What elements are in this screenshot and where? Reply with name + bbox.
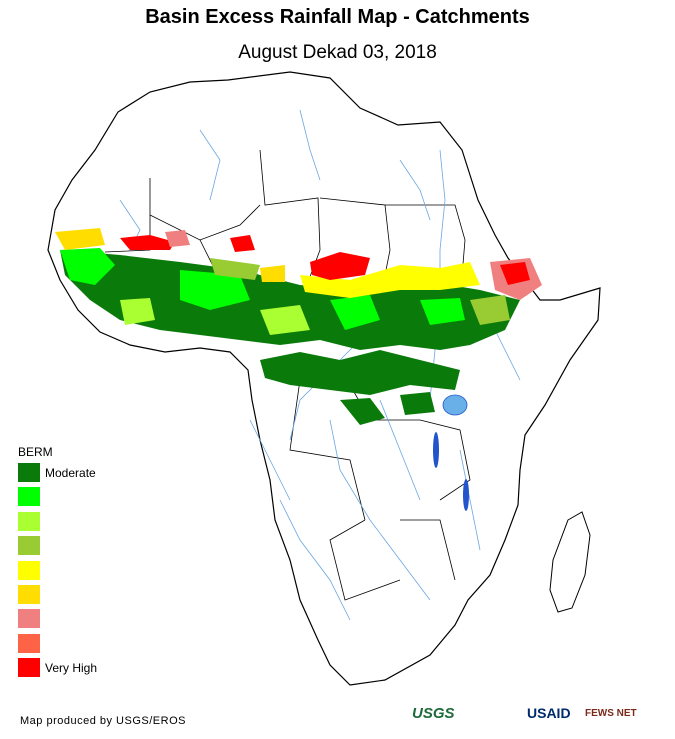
zone-olive xyxy=(470,295,510,325)
fews-net-logo: FEWS NET xyxy=(585,707,637,719)
zone-pink xyxy=(165,230,190,247)
map-credit: Map produced by USGS/EROS xyxy=(20,715,186,727)
legend-label: Moderate xyxy=(45,466,96,480)
legend-swatch xyxy=(18,463,40,482)
map-subtitle: August Dekad 03, 2018 xyxy=(238,42,437,63)
zone-moderate xyxy=(260,350,460,395)
zone-red xyxy=(500,262,530,285)
lake-malawi xyxy=(463,479,469,511)
zone-yellow xyxy=(260,265,285,282)
legend-swatch xyxy=(18,633,40,653)
zone-red xyxy=(310,252,370,280)
zone-lightgreen xyxy=(120,298,155,325)
zone-red xyxy=(120,235,175,250)
legend-swatch xyxy=(18,609,40,629)
lakes xyxy=(433,394,469,511)
rainfall-zones xyxy=(55,228,542,425)
zone-moderate xyxy=(60,250,520,350)
legend-swatch xyxy=(18,585,40,604)
zone-moderate xyxy=(400,392,435,415)
lake-victoria xyxy=(442,394,468,416)
legend-swatch xyxy=(18,560,40,580)
legend-swatch xyxy=(18,536,40,556)
legend-swatch xyxy=(18,658,40,678)
legend-swatch xyxy=(18,511,40,531)
madagascar-outline xyxy=(549,511,591,613)
zone-yellow xyxy=(300,262,480,298)
usgs-logo: USGS xyxy=(412,704,455,722)
zone-moderate xyxy=(340,398,385,425)
legend-swatch xyxy=(18,487,40,507)
legend-label: Very High xyxy=(45,661,98,676)
usaid-logo: USAID xyxy=(527,705,571,721)
map-title: Basin Excess Rainfall Map - Catchments xyxy=(145,6,530,28)
zone-red xyxy=(230,235,255,252)
legend-title: BERM xyxy=(18,445,53,459)
zone-green xyxy=(60,248,115,285)
lake-tanganyika xyxy=(433,432,439,468)
zone-green xyxy=(330,295,380,330)
zone-olive xyxy=(210,258,260,280)
zone-green xyxy=(180,270,250,310)
zone-green xyxy=(420,298,465,325)
zone-yellow xyxy=(55,228,105,250)
zone-lightgreen xyxy=(260,305,310,335)
